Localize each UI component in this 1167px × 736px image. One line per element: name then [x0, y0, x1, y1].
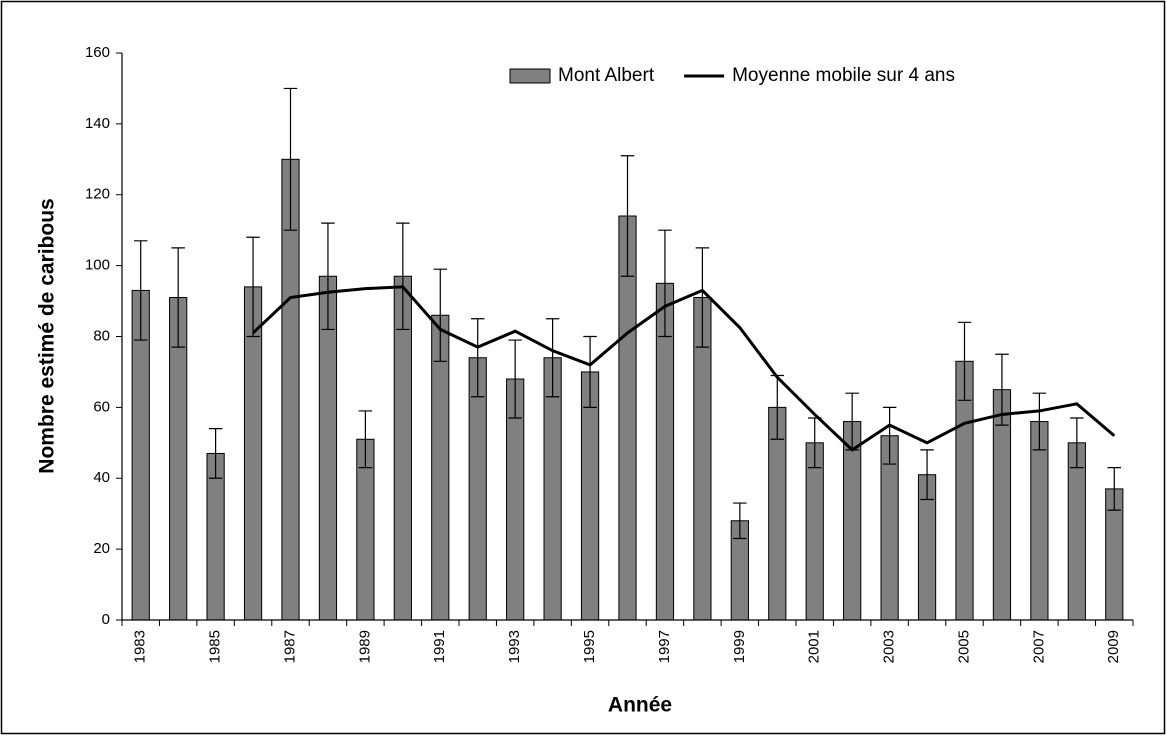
error-bar [208, 428, 223, 479]
bar [1067, 442, 1086, 621]
y-tick-label: 120 [85, 186, 110, 203]
x-tick-label: 1997 [656, 630, 673, 663]
y-tick-label: 60 [93, 398, 110, 415]
x-tick-label: 2003 [881, 630, 898, 663]
error-bar [695, 247, 710, 348]
legend-swatch [509, 68, 551, 84]
legend-label: Mont Albert [558, 65, 655, 86]
y-tick-label: 0 [102, 611, 110, 628]
x-tick-label: 1999 [731, 630, 748, 663]
error-bar [1070, 417, 1084, 469]
x-tick-label: 2009 [1105, 630, 1122, 663]
x-tick-label: 2007 [1030, 630, 1047, 663]
error-bar [733, 502, 747, 540]
error-bar [133, 240, 148, 341]
error-bar [620, 155, 635, 277]
error-bar [246, 236, 260, 338]
x-tick-label: 1987 [281, 630, 298, 663]
x-tick-label: 2001 [806, 630, 823, 663]
error-bar [508, 339, 522, 419]
error-bar [583, 335, 597, 408]
x-tick-label: 1989 [356, 630, 373, 663]
y-tick-label: 20 [93, 540, 110, 557]
x-tick-label: 1995 [581, 630, 598, 663]
x-axis-title: Année [608, 694, 672, 717]
y-tick-label: 40 [93, 469, 110, 486]
bar [1030, 421, 1049, 621]
x-tick-label: 1983 [132, 630, 149, 663]
axes [121, 53, 1133, 621]
x-tick-label: 2005 [955, 630, 972, 663]
y-tick-label: 160 [85, 44, 110, 61]
y-tick-label: 140 [85, 115, 110, 132]
x-tick-label: 1993 [506, 630, 523, 663]
error-bar [1032, 392, 1047, 451]
y-tick-label: 80 [93, 327, 110, 344]
bar [580, 371, 600, 621]
error-bar [920, 449, 934, 501]
bar [805, 442, 824, 621]
error-bar [957, 321, 972, 401]
error-bar [321, 222, 335, 331]
error-bar [433, 268, 448, 362]
error-bar [882, 406, 897, 465]
error-bar [658, 229, 672, 338]
x-tick-label: 1985 [207, 630, 224, 663]
y-tick-label: 100 [85, 257, 110, 274]
x-tick-label: 1991 [431, 630, 448, 663]
error-bar [358, 410, 373, 469]
legend-label: Moyenne mobile sur 4 ans [732, 65, 955, 86]
error-bar [396, 222, 410, 331]
moving-average-line [252, 285, 1116, 452]
error-bar [1107, 467, 1122, 511]
error-bar [470, 318, 485, 398]
y-axis-title: Nombre estimé de caribous [36, 198, 59, 473]
error-bar [171, 247, 185, 348]
error-bar [545, 318, 560, 398]
error-bar [283, 87, 298, 231]
